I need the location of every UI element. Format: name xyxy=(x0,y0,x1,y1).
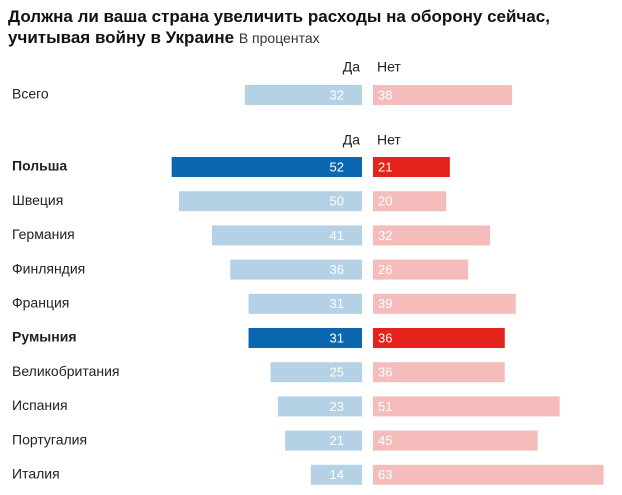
value-no-5: 36 xyxy=(378,330,392,345)
value-yes-3: 36 xyxy=(330,262,344,277)
value-yes-6: 25 xyxy=(330,365,344,380)
row-label-0: Польша xyxy=(12,158,67,174)
bar-yes-2 xyxy=(211,225,362,246)
bar-no-1 xyxy=(373,191,447,212)
bar-no-5 xyxy=(373,328,505,348)
legend-yes-total: Да xyxy=(343,59,360,75)
bar-yes-0 xyxy=(171,157,362,177)
row-label-3: Финляндия xyxy=(12,260,85,276)
row-label-9: Италия xyxy=(12,466,60,482)
bar-yes-5 xyxy=(248,328,362,348)
value-no-1: 20 xyxy=(378,194,392,209)
row-label-8: Португалия xyxy=(12,431,87,447)
bar-yes-7 xyxy=(277,396,362,417)
value-no-7: 51 xyxy=(378,399,392,414)
value-yes-2: 41 xyxy=(330,228,344,243)
row-label-7: Испания xyxy=(12,397,68,413)
row-label-5: Румыния xyxy=(12,329,76,345)
value-no-8: 45 xyxy=(378,433,392,448)
value-yes-5: 31 xyxy=(330,330,344,345)
bar-no-6 xyxy=(373,362,505,383)
legend-yes-countries: Да xyxy=(343,132,360,148)
bar-yes-6 xyxy=(270,362,362,383)
value-no-2: 32 xyxy=(378,228,392,243)
value-no-9: 63 xyxy=(378,467,392,482)
bar-yes-1 xyxy=(179,191,362,212)
row-label-1: Швеция xyxy=(12,192,63,208)
legend-no-total: Нет xyxy=(377,59,401,75)
legend-no-countries: Нет xyxy=(377,132,401,148)
value-yes-9: 14 xyxy=(330,467,344,482)
bar-no-4 xyxy=(373,293,516,314)
bar-no-0 xyxy=(373,157,450,177)
bar-no-total xyxy=(373,85,513,105)
value-no-total: 38 xyxy=(378,87,392,102)
chart-title: Должна ли ваша страна увеличить расходы … xyxy=(8,6,618,49)
bar-yes-9 xyxy=(310,464,362,485)
bar-no-3 xyxy=(373,259,469,280)
value-yes-7: 23 xyxy=(330,399,344,414)
value-no-6: 36 xyxy=(378,365,392,380)
value-yes-total: 32 xyxy=(330,87,344,102)
bar-no-2 xyxy=(373,225,491,246)
value-no-4: 39 xyxy=(378,296,392,311)
row-label-6: Великобритания xyxy=(12,363,120,379)
bar-no-8 xyxy=(373,430,538,451)
value-yes-1: 50 xyxy=(330,194,344,209)
bar-yes-4 xyxy=(248,293,362,314)
value-yes-4: 31 xyxy=(330,296,344,311)
bar-no-7 xyxy=(373,396,560,417)
value-no-3: 26 xyxy=(378,262,392,277)
bar-yes-8 xyxy=(285,430,362,451)
chart-title-text: Должна ли ваша страна увеличить расходы … xyxy=(8,7,550,47)
value-yes-8: 21 xyxy=(330,433,344,448)
row-label-total: Всего xyxy=(12,86,49,102)
chart-subtitle: В процентах xyxy=(238,30,320,46)
value-no-0: 21 xyxy=(378,159,392,174)
bar-yes-total xyxy=(244,85,362,105)
value-yes-0: 52 xyxy=(330,159,344,174)
bar-no-9 xyxy=(373,464,604,485)
row-label-4: Франция xyxy=(12,295,69,311)
row-label-2: Германия xyxy=(12,226,75,242)
bar-yes-3 xyxy=(230,259,362,280)
